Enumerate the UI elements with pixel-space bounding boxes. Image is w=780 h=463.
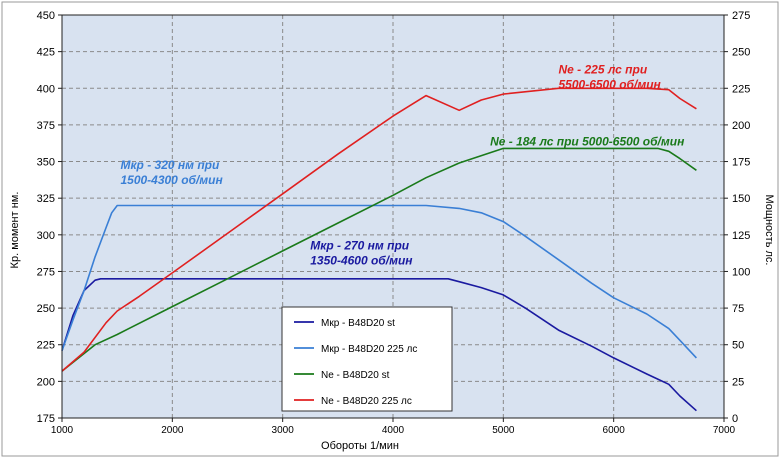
x-axis-ticks: 1000 2000 3000 4000 5000 6000 7000 [51,418,736,436]
y-right-tick-label: 50 [732,340,744,352]
series-line-1 [61,277,697,412]
y-right-tick-label: 150 [732,193,750,205]
annotation-text: Мкр - 270 нм при [310,238,410,252]
legend-label: Мкр - B48D20 st [321,318,395,329]
y-axis-right-ticks: 0 25 50 75 100 125 150 175 200 225 250 275 [724,10,750,425]
annotation-text: 5500-6500 об/мин [559,78,662,92]
y-left-tick-label: 300 [37,230,55,242]
y-right-tick-label: 100 [732,266,750,278]
series-line-4 [61,87,697,372]
x-tick-label: 5000 [492,425,515,436]
series-line-2 [61,204,697,359]
y-left-tick-label: 275 [37,266,55,278]
y-left-tick-label: 400 [37,83,55,95]
y-left-tick-label: 200 [37,376,55,388]
annotation-text: Ne - 225 лс при [559,63,648,77]
legend-box [281,306,453,412]
y-right-tick-label: 0 [732,413,738,425]
y-axis-left-ticks: 175 200 225 250 275 300 325 350 375 400 425 450 [37,10,62,425]
y-left-tick-label: 425 [37,47,55,59]
series-group [61,87,697,412]
y-right-tick-label: 75 [732,303,744,315]
y-right-tick-label: 200 [732,120,750,132]
y-left-tick-label: 450 [37,10,55,22]
x-tick-label: 4000 [382,425,405,436]
y-right-tick-label: 250 [732,47,750,59]
y-right-tick-label: 25 [732,376,744,388]
y-right-tick-label: 225 [732,83,750,95]
y-left-tick-label: 325 [37,193,55,205]
annotation-text: Ne - 184 лс при 5000-6500 об/мин [490,134,685,148]
x-tick-label: 2000 [161,425,184,436]
y-left-tick-label: 175 [37,413,55,425]
y-axis-left-label: Кр. момент нм. [9,192,21,269]
y-left-tick-label: 225 [37,340,55,352]
legend-label: Мкр - B48D20 225 лс [321,344,417,355]
y-axis-right-label: Мощность лс. [763,195,775,266]
x-tick-label: 1000 [51,425,74,436]
annotation-text: 1350-4600 об/мин [310,253,413,267]
series-line-3 [61,147,697,372]
annotation-text: Мкр - 320 нм при [120,158,220,172]
legend-label: Ne - B48D20 225 лс [321,396,412,407]
legend-label: Ne - B48D20 st [321,370,390,381]
x-tick-label: 7000 [713,425,736,436]
legend: Мкр - B48D20 st Мкр - B48D20 225 лс Ne - B… [281,306,453,412]
y-right-tick-label: 275 [732,10,750,22]
x-tick-label: 3000 [272,425,295,436]
y-left-tick-label: 350 [37,157,55,169]
y-left-tick-label: 375 [37,120,55,132]
annotation-text: 1500-4300 об/мин [120,173,223,187]
y-right-tick-label: 125 [732,230,750,242]
x-tick-label: 6000 [603,425,626,436]
y-right-tick-label: 175 [732,157,750,169]
y-left-tick-label: 250 [37,303,55,315]
x-axis-label: Обороты 1/мин [321,440,399,452]
